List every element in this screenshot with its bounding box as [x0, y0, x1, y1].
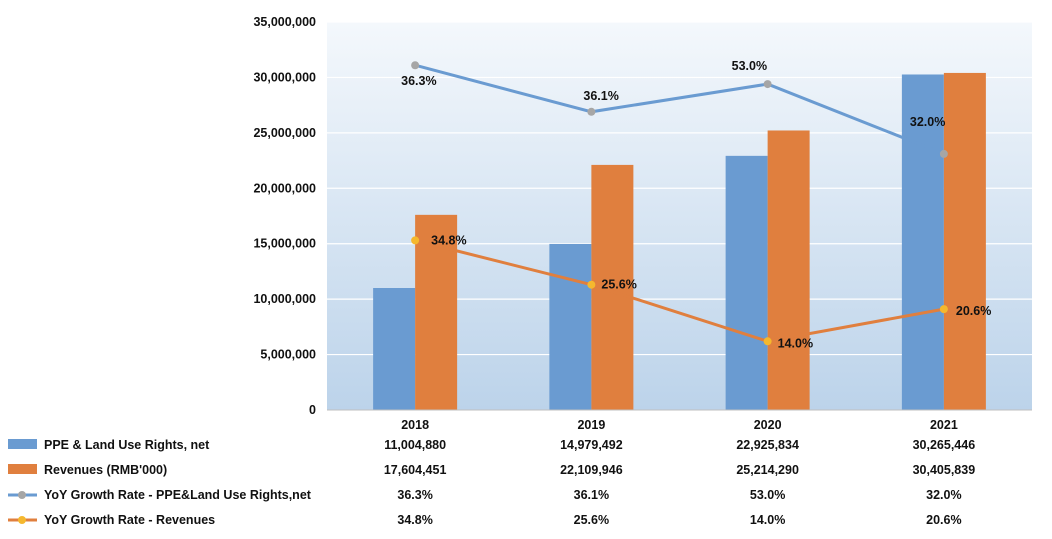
table-cell: 30,265,446 — [913, 438, 976, 452]
marker-revenue-growth — [411, 236, 420, 245]
table-cell: 32.0% — [926, 488, 961, 502]
table-cell: 20.6% — [926, 513, 961, 527]
data-label: 53.0% — [732, 59, 767, 73]
x-tick-label: 2019 — [577, 418, 605, 432]
bar-ppe — [901, 74, 944, 411]
marker-ppe-growth — [939, 149, 948, 158]
data-label: 20.6% — [956, 304, 991, 318]
y-tick-label: 35,000,000 — [253, 15, 316, 29]
x-tick-label: 2018 — [401, 418, 429, 432]
bar-ppe — [373, 288, 416, 410]
table-cell: 36.3% — [397, 488, 432, 502]
table-cell: 53.0% — [750, 488, 785, 502]
bar-revenues — [943, 72, 986, 410]
table-cell: 11,004,880 — [384, 438, 446, 452]
table-cell: 30,405,839 — [913, 463, 976, 477]
legend-key-marker — [18, 516, 26, 524]
table-cell: 22,109,946 — [560, 463, 623, 477]
marker-ppe-growth — [411, 61, 420, 70]
bar-revenues — [415, 214, 458, 410]
marker-ppe-growth — [587, 107, 596, 116]
y-tick-label: 5,000,000 — [260, 348, 316, 362]
table-cell: 14,979,492 — [560, 438, 623, 452]
legend-label: Revenues (RMB'000) — [44, 463, 167, 477]
data-label: 34.8% — [431, 233, 466, 247]
data-label: 36.1% — [583, 89, 618, 103]
legend-key-marker — [18, 491, 26, 499]
table-cell: 25,214,290 — [736, 463, 799, 477]
table-cell: 34.8% — [397, 513, 432, 527]
y-tick-label: 15,000,000 — [253, 237, 316, 251]
marker-revenue-growth — [939, 305, 948, 314]
data-label: 25.6% — [601, 278, 636, 292]
line-ppe-growth — [414, 63, 945, 156]
y-tick-label: 30,000,000 — [253, 70, 316, 84]
legend-label: YoY Growth Rate - PPE&Land Use Rights,ne… — [44, 488, 312, 502]
bar-revenues — [767, 130, 810, 411]
table-cell: 25.6% — [574, 513, 609, 527]
table-cell: 14.0% — [750, 513, 785, 527]
line-revenue-growth — [414, 238, 945, 343]
marker-revenue-growth — [763, 337, 772, 346]
data-label: 14.0% — [778, 336, 813, 350]
legend-label: PPE & Land Use Rights, net — [44, 438, 210, 452]
marker-ppe-growth — [763, 80, 772, 89]
table-cell: 36.1% — [574, 488, 609, 502]
legend-key-ppe — [8, 439, 37, 449]
data-label: 32.0% — [910, 115, 945, 129]
legend-label: YoY Growth Rate - Revenues — [44, 513, 215, 527]
data-label: 36.3% — [401, 74, 436, 88]
legend-key-revenues — [8, 464, 37, 474]
bar-ppe — [549, 243, 592, 410]
table-cell: 17,604,451 — [384, 463, 447, 477]
y-tick-label: 0 — [309, 403, 316, 417]
x-tick-label: 2020 — [754, 418, 782, 432]
bar-ppe — [725, 155, 768, 410]
y-tick-label: 20,000,000 — [253, 181, 316, 195]
marker-revenue-growth — [587, 280, 596, 289]
x-tick-label: 2021 — [930, 418, 958, 432]
table-cell: 22,925,834 — [736, 438, 799, 452]
y-tick-label: 10,000,000 — [253, 292, 316, 306]
y-tick-label: 25,000,000 — [253, 126, 316, 140]
